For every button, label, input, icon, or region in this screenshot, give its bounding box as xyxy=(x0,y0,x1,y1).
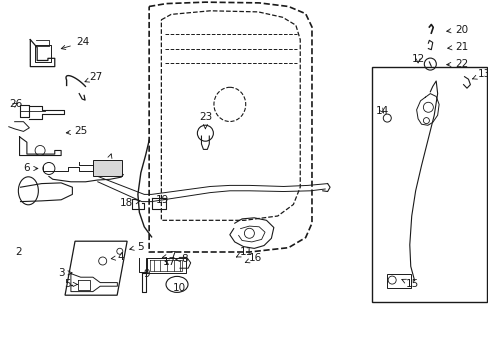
Text: 3: 3 xyxy=(58,268,72,278)
Text: 5: 5 xyxy=(129,242,143,252)
Text: 11: 11 xyxy=(236,247,252,257)
Text: 22: 22 xyxy=(446,59,467,69)
Text: 25: 25 xyxy=(66,126,87,136)
Text: 18: 18 xyxy=(120,198,140,208)
Text: 5: 5 xyxy=(64,279,77,289)
Text: 15: 15 xyxy=(401,279,418,289)
Text: 27: 27 xyxy=(85,72,102,82)
Polygon shape xyxy=(93,160,122,176)
Text: 17: 17 xyxy=(162,257,175,267)
Text: 14: 14 xyxy=(375,106,388,116)
Text: 21: 21 xyxy=(447,42,467,52)
Text: 16: 16 xyxy=(245,253,261,264)
Text: 20: 20 xyxy=(446,24,467,35)
Text: 24: 24 xyxy=(61,37,89,49)
Text: 26: 26 xyxy=(9,99,22,109)
Text: 9: 9 xyxy=(143,269,150,279)
Text: 8: 8 xyxy=(175,254,187,264)
Text: 19: 19 xyxy=(155,195,168,205)
Text: 10: 10 xyxy=(172,283,185,293)
Text: 4: 4 xyxy=(111,252,124,262)
Text: 7: 7 xyxy=(162,251,175,261)
Text: 1: 1 xyxy=(104,154,112,170)
Text: 12: 12 xyxy=(410,54,424,64)
Text: 6: 6 xyxy=(23,163,38,174)
Text: 13: 13 xyxy=(471,69,488,79)
Text: 23: 23 xyxy=(198,112,212,129)
Text: 2: 2 xyxy=(15,247,22,257)
